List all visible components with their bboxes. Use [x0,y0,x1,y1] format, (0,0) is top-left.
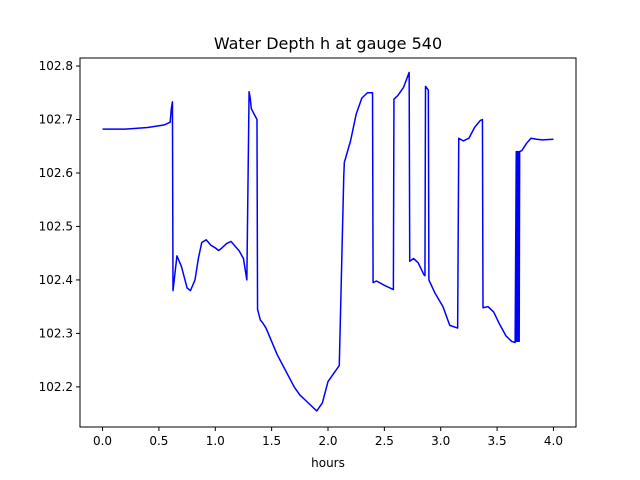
y-tick-label: 102.4 [39,273,73,287]
y-tick-label: 102.2 [39,380,73,394]
x-tick-label: 1.0 [206,434,225,448]
x-tick-label: 1.5 [262,434,281,448]
plot-area [79,57,577,428]
chart-title: Water Depth h at gauge 540 [214,34,442,53]
x-axis-label: hours [311,456,345,470]
x-tick-label: 0.0 [93,434,112,448]
x-tick-label: 3.5 [488,434,507,448]
y-axis: 102.2 102.3 102.4 102.5 102.6 102.7 102.8 [39,59,80,394]
series-line [102,71,554,412]
x-tick-label: 3.0 [431,434,450,448]
y-tick-label: 102.8 [39,59,73,73]
x-tick-label: 4.0 [544,434,563,448]
y-tick-label: 102.6 [39,166,73,180]
x-tick-label: 0.5 [149,434,168,448]
x-tick-label: 2.0 [318,434,337,448]
plot-frame [79,57,577,428]
y-tick-label: 102.5 [39,219,73,233]
x-tick-label: 2.5 [375,434,394,448]
y-tick-label: 102.7 [39,113,73,127]
x-axis: 0.0 0.5 1.0 1.5 2.0 2.5 3.0 3.5 4.0 [93,427,563,448]
y-tick-label: 102.3 [39,326,73,340]
